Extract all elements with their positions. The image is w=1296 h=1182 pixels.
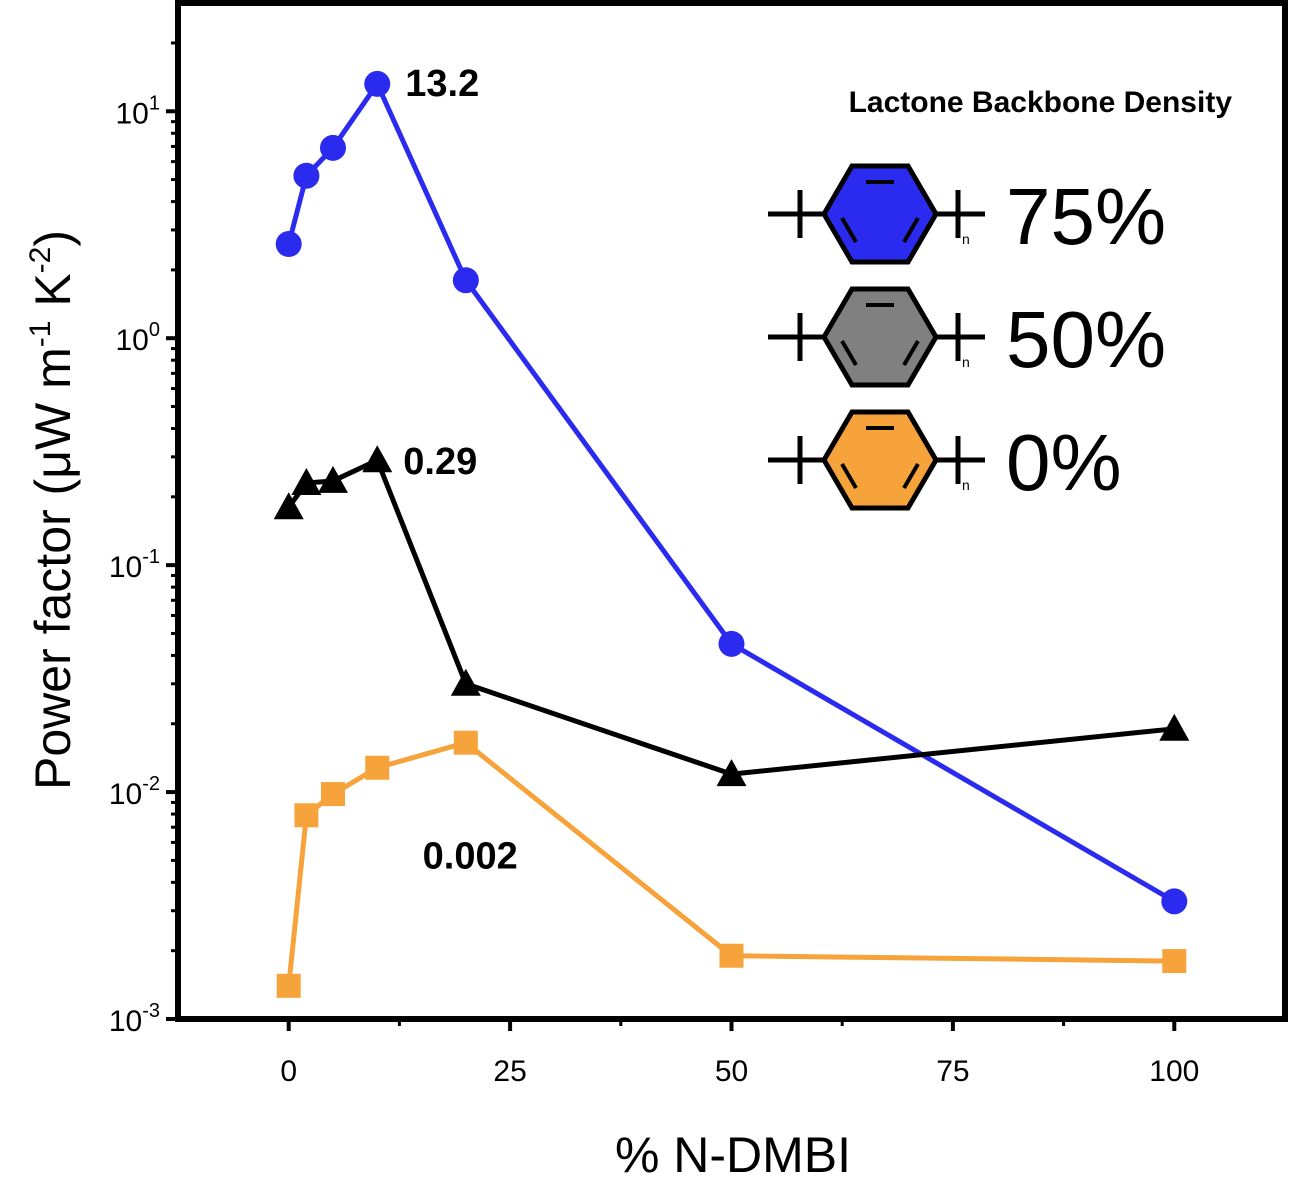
polymer-glyph-icon: n [768, 286, 985, 388]
data-point-circle [293, 162, 320, 189]
annotation-label: 0.002 [423, 835, 518, 877]
y-tick-label-base: 10 [109, 1005, 142, 1038]
legend-entry: n 50% [768, 286, 1166, 388]
double-bond-right [902, 462, 920, 490]
y-tick-label-exp: 0 [149, 319, 160, 341]
y-tick-label-exp: -3 [142, 1000, 160, 1022]
legend-label: 75% [1006, 172, 1166, 261]
legend-label: 0% [1006, 418, 1122, 507]
y-axis-title-end: ) [25, 230, 81, 247]
series-layer [273, 70, 1190, 998]
data-point-triangle [273, 492, 304, 520]
y-tick-label: 10-2 [109, 773, 160, 811]
double-bond-right [902, 216, 920, 244]
series-line [286, 457, 1175, 777]
x-tick-label: 75 [936, 1055, 969, 1088]
repeat-subscript: n [962, 477, 970, 493]
y-tick-label-exp: 1 [149, 92, 160, 114]
data-point-square [365, 755, 390, 780]
legend-label: 50% [1006, 295, 1166, 384]
data-point-triangle [450, 668, 481, 696]
y-axis-title-exp1: -1 [24, 321, 57, 348]
y-tick-label: 10-3 [109, 1000, 160, 1038]
y-tick-label: 100 [116, 319, 161, 357]
y-axis-title-main: Power factor (μW m [25, 347, 81, 790]
repeat-subscript: n [962, 354, 970, 370]
y-tick-label-base: 10 [109, 778, 142, 811]
y-tick-label-base: 10 [109, 551, 142, 584]
double-bond-left [840, 462, 858, 490]
series-circle [275, 70, 1188, 915]
data-point-square [320, 782, 345, 807]
x-tick-label: 50 [715, 1055, 748, 1088]
series-square [276, 730, 1187, 998]
data-point-circle [364, 70, 391, 97]
double-bond-right [902, 339, 920, 367]
y-axis-title-mid: K [25, 273, 81, 320]
annotation-layer: 13.2 0.29 0.002 [403, 63, 518, 878]
data-point-circle [1161, 888, 1188, 915]
y-tick-label: 10-1 [109, 546, 160, 584]
polymer-glyph-icon: n [768, 163, 985, 265]
data-point-triangle [291, 468, 322, 496]
legend-entry: n 0% [768, 409, 1122, 511]
y-tick-label-base: 10 [116, 97, 149, 130]
annotation-label: 0.29 [403, 441, 477, 483]
data-point-triangle [317, 465, 348, 493]
y-axis-title: Power factor (μW m-1 K-2) [24, 230, 81, 790]
data-point-square [294, 803, 319, 828]
legend: Lactone Backbone Density n 75% n 50% n 0% [768, 86, 1233, 511]
data-point-circle [319, 134, 346, 161]
data-point-circle [718, 630, 745, 657]
y-tick-label-exp: -2 [142, 773, 160, 795]
data-point-circle [452, 267, 479, 294]
x-tick-label: 25 [493, 1055, 526, 1088]
data-point-square [276, 973, 301, 998]
x-tick-label: 0 [280, 1055, 297, 1088]
x-axis-title: % N-DMBI [615, 1127, 851, 1182]
annotation-label: 13.2 [405, 63, 479, 105]
double-bond-left [840, 216, 858, 244]
repeat-subscript: n [962, 231, 970, 247]
data-point-circle [275, 231, 302, 258]
y-axis-title-exp2: -2 [24, 247, 57, 274]
y-tick-label: 101 [116, 92, 161, 130]
data-point-triangle [1159, 713, 1190, 741]
y-tick-label-exp: -1 [142, 546, 160, 568]
legend-entry: n 75% [768, 163, 1166, 265]
data-point-square [1162, 949, 1187, 974]
data-point-square [453, 730, 478, 755]
legend-entries: n 75% n 50% n 0% [768, 163, 1166, 511]
polymer-glyph-icon: n [768, 409, 985, 511]
data-point-triangle [716, 759, 747, 787]
legend-title: Lactone Backbone Density [849, 86, 1233, 119]
data-point-triangle [362, 445, 393, 473]
data-point-square [719, 943, 744, 968]
series-triangle [273, 445, 1190, 787]
x-axis: 0 25 50 75 100 [280, 1019, 1199, 1088]
double-bond-left [840, 339, 858, 367]
x-tick-label: 100 [1149, 1055, 1199, 1088]
y-tick-label-base: 10 [116, 324, 149, 357]
